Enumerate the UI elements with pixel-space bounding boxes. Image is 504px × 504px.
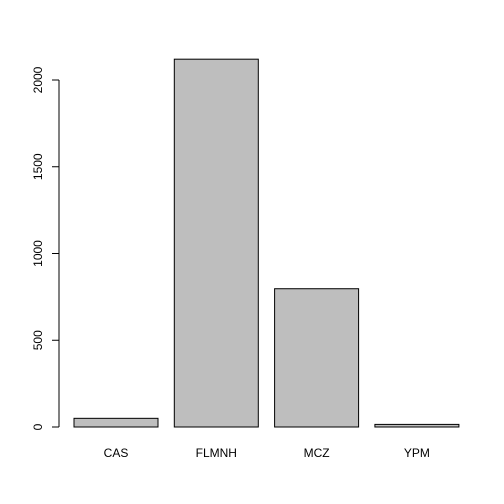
y-tick-label: 2000 [31,66,45,93]
y-tick-label: 500 [31,330,45,350]
bar-ypm [374,423,460,428]
y-tick-label: 1000 [31,240,45,267]
category-label-flmnh: FLMNH [196,446,237,460]
y-tick-label: 1500 [31,153,45,180]
category-labels: CAS FLMNH MCZ YPM [104,446,430,460]
bar-mcz [274,288,360,428]
y-tick-label: 0 [31,423,45,430]
y-axis: 0 500 1000 1500 2000 [31,66,60,430]
bar-flmnh [173,58,259,428]
category-label-ypm: YPM [404,446,430,460]
category-label-mcz: MCZ [304,446,330,460]
category-label-cas: CAS [104,446,129,460]
bar-cas [73,417,159,428]
bars-group [73,58,460,428]
